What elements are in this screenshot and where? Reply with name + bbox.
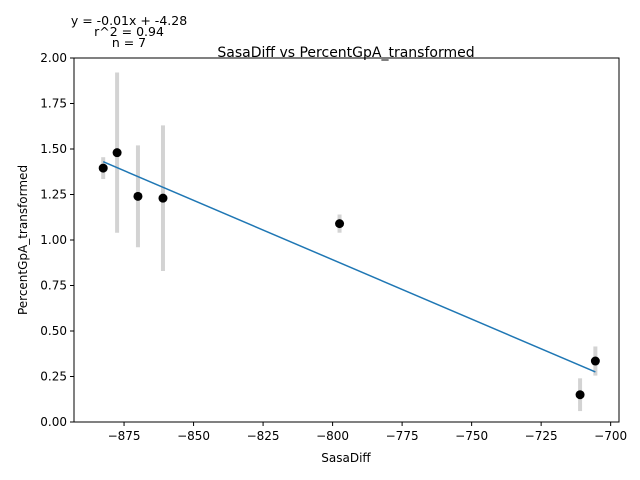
error-bars	[101, 72, 598, 412]
data-point	[158, 193, 168, 203]
data-point	[98, 163, 108, 173]
x-tick-label: −800	[316, 429, 349, 443]
y-tick-label: 1.75	[40, 97, 67, 111]
y-tick-label: 0.25	[40, 370, 67, 384]
x-tick-label: −875	[108, 429, 141, 443]
x-axis-label: SasaDiff	[321, 451, 371, 465]
x-tick-label: −725	[525, 429, 558, 443]
data-point	[590, 356, 600, 366]
plot-area	[73, 57, 620, 423]
x-tick-label: −700	[594, 429, 627, 443]
x-tick-label: −775	[386, 429, 419, 443]
plot-frame	[73, 57, 620, 423]
y-tick-label: 0.50	[40, 324, 67, 338]
y-tick-label: 0.75	[40, 279, 67, 293]
y-tick-label: 0.00	[40, 415, 67, 429]
fit-line-group	[102, 161, 596, 373]
y-axis-label: PercentGpA_transformed	[16, 165, 30, 315]
y-tick-label: 1.25	[40, 188, 67, 202]
y-tick-label: 2.00	[40, 51, 67, 65]
fit-line	[102, 161, 596, 373]
fit-n: n = 7	[112, 35, 146, 50]
y-tick-label: 1.50	[40, 142, 67, 156]
y-axis-ticks: 0.00 0.25 0.50 0.75 1.00 1.25 1.50 1.75 2.00	[40, 51, 74, 429]
data-point	[112, 148, 122, 158]
x-tick-label: −850	[177, 429, 210, 443]
fit-equation: y = -0.01x + -4.28	[71, 13, 187, 28]
chart-title: SasaDiff vs PercentGpA_transformed	[217, 45, 474, 61]
fit-annotations: y = -0.01x + -4.28 r^2 = 0.94 n = 7	[71, 13, 187, 50]
data-point	[575, 390, 585, 400]
data-point	[133, 191, 143, 201]
fit-r-squared: r^2 = 0.94	[94, 24, 164, 39]
y-tick-label: 1.00	[40, 233, 67, 247]
data-points	[98, 148, 600, 400]
x-tick-label: −825	[247, 429, 280, 443]
x-tick-label: −750	[455, 429, 488, 443]
data-point	[335, 219, 345, 229]
x-axis-ticks: −875 −850 −825 −800 −775 −750 −725 −700	[108, 422, 627, 443]
